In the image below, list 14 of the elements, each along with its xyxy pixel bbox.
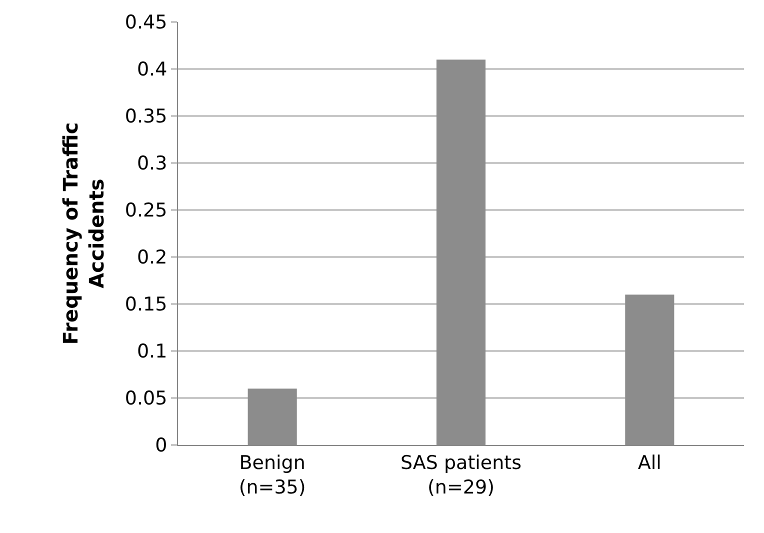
- y-tick-label: 0.35: [124, 106, 168, 128]
- y-tick-label: 0.1: [136, 340, 168, 363]
- x-tick-label: SAS patients (n=29): [400, 452, 522, 498]
- y-tick-label: 0.25: [124, 200, 168, 222]
- y-tick-label: 0.2: [136, 246, 168, 269]
- y-tick-label: 0.15: [124, 294, 168, 316]
- y-tick-label: 0.3: [136, 152, 168, 175]
- y-tick-label: 0.05: [124, 388, 168, 410]
- y-tick-label: 0: [155, 434, 168, 457]
- x-tick-label: Benign (n=35): [238, 452, 306, 498]
- y-tick-label: 0.45: [124, 12, 168, 34]
- y-axis-title: Frequency of Traffic Accidents: [58, 122, 108, 345]
- y-tick-label: 0.4: [136, 58, 168, 81]
- x-tick-label: All: [638, 452, 662, 474]
